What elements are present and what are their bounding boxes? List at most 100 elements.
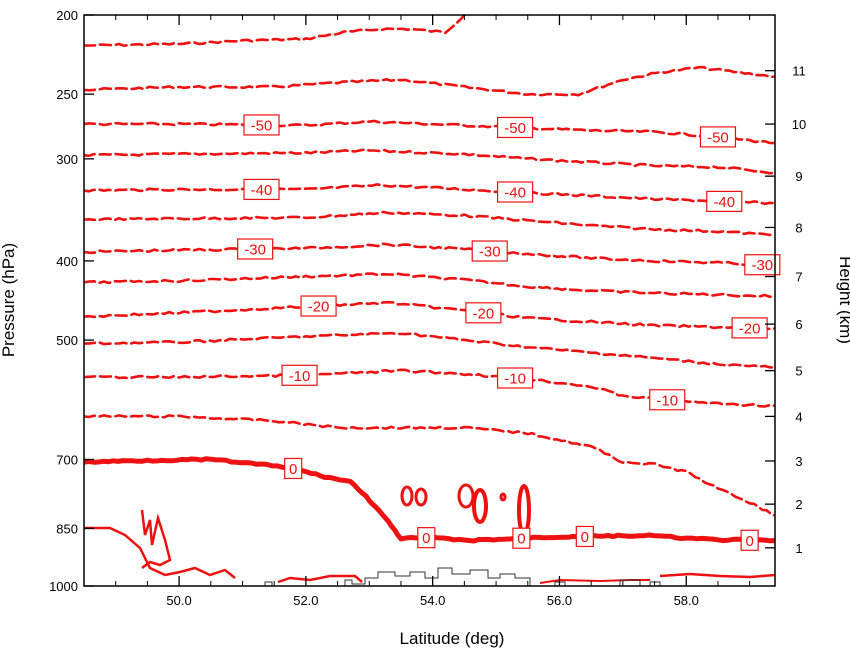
contour-label-text: -30 [244, 242, 266, 259]
contour-label-box [243, 178, 280, 201]
contour-label-text: -30 [751, 257, 773, 274]
contour-label: 0 [417, 527, 436, 549]
height-tick-label: 11 [792, 64, 806, 79]
x-tick-label: 52.0 [293, 593, 318, 608]
height-tick-label: 10 [792, 117, 806, 132]
contour-line [84, 119, 775, 145]
height-tick-label: 4 [795, 409, 802, 424]
contour-line [84, 15, 466, 47]
contour-label-text: -20 [739, 320, 761, 337]
contour-label: -40 [496, 181, 534, 203]
pressure-tick-label: 500 [56, 333, 78, 348]
plot-frame [83, 14, 776, 587]
contour-line [84, 414, 775, 517]
contour-label-box [706, 190, 743, 212]
pressure-tick-label: 700 [56, 452, 78, 467]
pressure-tick-label: 200 [56, 8, 78, 23]
contour-label-text: -10 [289, 368, 311, 385]
contour-label: 0 [284, 457, 303, 480]
contour-label-text: -40 [251, 182, 273, 199]
low-level-contour [277, 574, 363, 584]
contour-label: -10 [649, 389, 686, 411]
contour-label-text: -40 [504, 185, 526, 202]
height-tick-label: 8 [795, 220, 802, 235]
contour-label: -50 [699, 126, 737, 148]
contour-label-box [237, 238, 274, 260]
contour-label: -50 [496, 116, 534, 139]
contour-label-box [699, 126, 737, 148]
contour-label: -30 [471, 240, 508, 262]
contour-label: -10 [496, 367, 534, 389]
contour-label-box [496, 367, 534, 389]
contour-line [84, 65, 775, 97]
contour-label-box [417, 527, 436, 549]
closed-contour [517, 484, 531, 536]
contour-line [84, 242, 775, 267]
contour-line [84, 183, 775, 206]
contour-label-text: -30 [479, 244, 501, 261]
contour-label-box [512, 527, 531, 549]
right-axis-title: Height (km) [836, 256, 850, 344]
contour-label-box [496, 181, 534, 203]
contour-label-box [281, 364, 318, 386]
contour-label: -40 [243, 178, 280, 201]
contour-line [84, 210, 775, 237]
contour-label-text: -50 [707, 129, 729, 146]
contour-label-box [731, 317, 768, 339]
contour-label-layer: -50 -50 -50 -40 -40 -40 -30 -30 -30 -20 -20 -20 -10 -… [237, 114, 781, 551]
contour-label: -20 [731, 317, 768, 339]
contour-label: -30 [744, 254, 781, 276]
contour-label-box [300, 295, 337, 317]
contour-label-text: 0 [289, 461, 297, 478]
closed-contour [472, 488, 488, 524]
contour-label-box [575, 525, 594, 548]
contour-label: -40 [706, 190, 743, 212]
contour-label-text: -40 [713, 194, 735, 211]
contour-label-box [496, 116, 534, 139]
low-level-contour [140, 509, 172, 569]
height-tick-label: 5 [795, 364, 802, 379]
contour-label-text: -10 [656, 392, 678, 409]
pressure-tick-label: 400 [56, 254, 78, 269]
height-tick-label: 2 [795, 497, 802, 512]
closed-contour [499, 492, 507, 502]
contour-layer [84, 15, 775, 544]
pressure-tick-label: 250 [56, 87, 78, 102]
contour-label: -10 [281, 364, 318, 386]
contour-label-box [284, 457, 303, 480]
contour-label-box [471, 240, 508, 262]
contour-label-box [465, 302, 502, 324]
contour-label-text: 0 [581, 529, 589, 546]
contour-label-text: 0 [517, 531, 525, 548]
contour-label-text: -20 [473, 305, 495, 322]
pressure-tick-label: 300 [56, 152, 78, 167]
height-tick-label: 6 [795, 317, 802, 332]
contour-label-text: 0 [745, 533, 753, 550]
closed-contour [400, 485, 414, 507]
height-tick-label: 3 [795, 454, 802, 469]
contour-label: -50 [243, 114, 280, 136]
contour-label-box [243, 114, 280, 136]
contour-label: -20 [465, 302, 502, 324]
contour-label-box [740, 529, 759, 551]
x-tick-label: 50.0 [166, 593, 191, 608]
contour-label: 0 [512, 527, 531, 549]
closed-contour [457, 483, 475, 509]
contour-label: 0 [575, 525, 594, 548]
contour-label: -20 [300, 295, 337, 317]
contour-line [84, 272, 775, 299]
x-tick-label: 58.0 [674, 593, 699, 608]
pressure-tick-label: 850 [56, 521, 78, 536]
low-level-contour [659, 572, 775, 579]
x-tick-label: 54.0 [420, 593, 445, 608]
height-tick-label: 1 [795, 541, 802, 556]
contour-label-text: -20 [308, 299, 330, 316]
contour-label-text: 0 [422, 530, 430, 547]
contour-line [84, 456, 775, 544]
contour-line [84, 148, 775, 175]
x-axis-title: Latitude (deg) [400, 629, 505, 648]
contour-line [84, 300, 775, 331]
axes-layer: 50.0 52.0 54.0 56.0 58.020025030040050070085… [49, 8, 806, 608]
closed-contour [414, 487, 428, 507]
